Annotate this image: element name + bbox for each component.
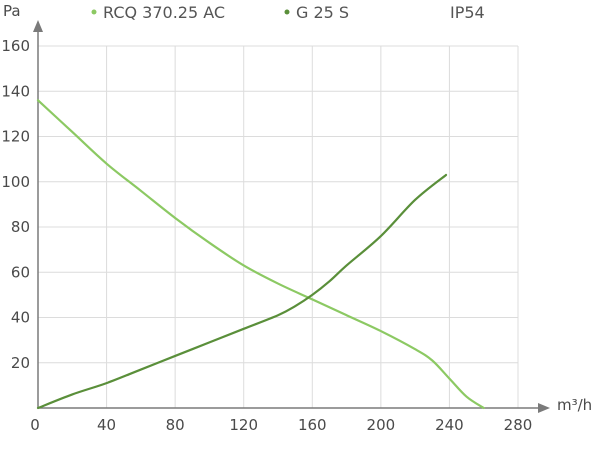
protection-rating-label: IP54 xyxy=(450,3,485,22)
x-axis-unit: m³/h xyxy=(557,396,592,414)
tick-labels: 20 40 60 80 100 120 140 160 0 40 80 120 160 200 240 280 xyxy=(1,37,532,434)
y-tick-label: 120 xyxy=(1,128,30,146)
y-tick-label: 60 xyxy=(11,263,30,281)
legend-marker-series-2 xyxy=(284,9,290,15)
x-tick-label: 120 xyxy=(229,416,258,434)
x-tick-label: 200 xyxy=(367,416,396,434)
legend: RCQ 370.25 AC G 25 S IP54 xyxy=(91,3,485,22)
x-tick-label: 40 xyxy=(97,416,116,434)
x-tick-label: 160 xyxy=(298,416,327,434)
x-tick-label: 0 xyxy=(30,416,40,434)
legend-label-series-2: G 25 S xyxy=(296,3,349,22)
grid xyxy=(38,45,519,408)
y-tick-label: 20 xyxy=(11,354,30,372)
series-line-2 xyxy=(36,173,448,410)
series-line-1 xyxy=(36,99,485,410)
y-axis-arrow-icon xyxy=(33,20,43,32)
y-tick-label: 40 xyxy=(11,309,30,327)
x-tick-label: 80 xyxy=(166,416,185,434)
axes: Pa m³/h xyxy=(3,2,592,414)
y-tick-label: 100 xyxy=(1,173,30,191)
y-tick-label: 140 xyxy=(1,82,30,100)
x-axis-arrow-icon xyxy=(538,403,550,413)
series-lines xyxy=(36,99,485,410)
x-tick-label: 280 xyxy=(504,416,533,434)
y-tick-label: 80 xyxy=(11,218,30,236)
x-tick-label: 240 xyxy=(435,416,464,434)
y-axis-unit: Pa xyxy=(3,2,21,20)
y-tick-label: 160 xyxy=(1,37,30,55)
legend-label-series-1: RCQ 370.25 AC xyxy=(103,3,225,22)
legend-marker-series-1 xyxy=(91,9,97,15)
